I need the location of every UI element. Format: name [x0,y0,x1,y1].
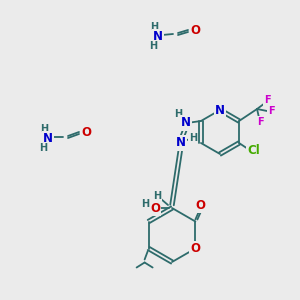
Text: Cl: Cl [248,145,260,158]
Text: F: F [264,95,270,105]
Text: N: N [176,136,186,149]
Text: O: O [190,242,200,255]
Text: N: N [43,133,53,146]
Text: H: H [149,41,157,51]
Text: H: H [174,109,182,119]
Text: H: H [153,191,161,201]
Text: H: H [39,143,47,153]
Text: F: F [257,117,263,127]
Text: H: H [150,22,158,32]
Text: F: F [268,106,274,116]
Text: H: H [141,199,149,209]
Text: N: N [153,31,163,44]
Text: O: O [190,23,200,37]
Text: O: O [81,125,91,139]
Text: N: N [181,116,191,130]
Text: H: H [40,124,48,134]
Text: O: O [150,202,160,214]
Text: N: N [215,103,225,116]
Text: O: O [195,199,206,212]
Text: H: H [189,133,197,143]
